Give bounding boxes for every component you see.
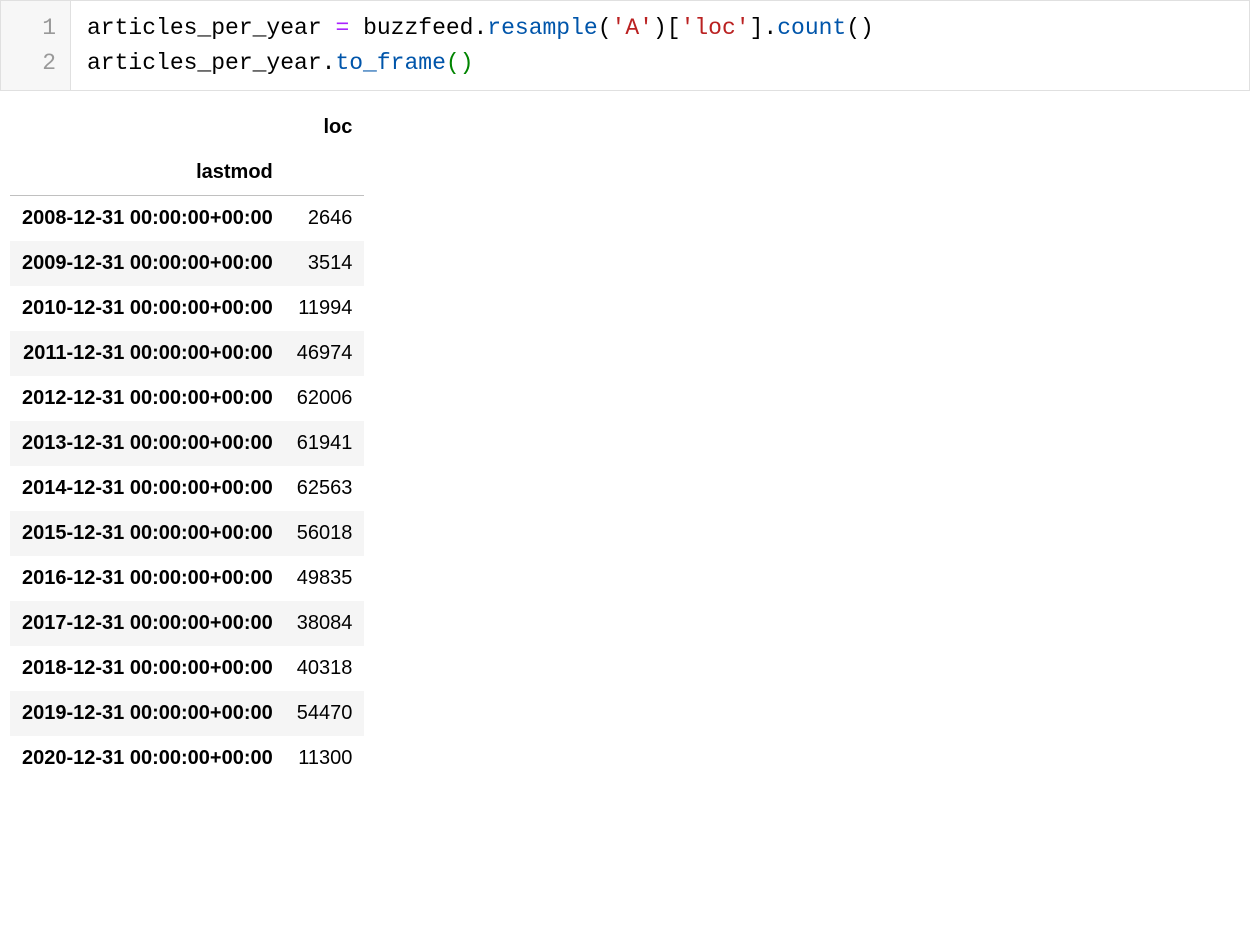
row-value: 62006 <box>285 376 365 421</box>
row-value: 38084 <box>285 601 365 646</box>
dataframe-table: loc lastmod 2008-12-31 00:00:00+00:00264… <box>10 105 364 781</box>
table-row: 2016-12-31 00:00:00+00:0049835 <box>10 556 364 601</box>
token-dot: . <box>322 50 336 76</box>
token-dot: . <box>473 15 487 41</box>
table-row: 2019-12-31 00:00:00+00:0054470 <box>10 691 364 736</box>
table-row: 2011-12-31 00:00:00+00:0046974 <box>10 331 364 376</box>
code-line-2: articles_per_year.to_frame() <box>87 50 474 76</box>
token-bracket-close: ] <box>750 15 764 41</box>
row-value: 61941 <box>285 421 365 466</box>
row-value: 3514 <box>285 241 365 286</box>
row-value: 62563 <box>285 466 365 511</box>
row-value: 40318 <box>285 646 365 691</box>
table-row: 2015-12-31 00:00:00+00:0056018 <box>10 511 364 556</box>
table-row: 2017-12-31 00:00:00+00:0038084 <box>10 601 364 646</box>
row-value: 46974 <box>285 331 365 376</box>
row-value: 56018 <box>285 511 365 556</box>
row-value: 49835 <box>285 556 365 601</box>
table-body: 2008-12-31 00:00:00+00:0026462009-12-31 … <box>10 196 364 782</box>
table-row: 2008-12-31 00:00:00+00:002646 <box>10 196 364 242</box>
row-index: 2013-12-31 00:00:00+00:00 <box>10 421 285 466</box>
token-assign: = <box>322 15 363 41</box>
gutter-line-2: 2 <box>19 46 56 81</box>
token-method-resample: resample <box>487 15 597 41</box>
table-row: 2014-12-31 00:00:00+00:0062563 <box>10 466 364 511</box>
token-paren-close: ) <box>460 50 474 76</box>
token-string: 'A' <box>612 15 653 41</box>
code-line-1: articles_per_year = buzzfeed.resample('A… <box>87 15 874 41</box>
row-index: 2017-12-31 00:00:00+00:00 <box>10 601 285 646</box>
token-paren-open: ( <box>446 50 460 76</box>
code-cell: 1 2 articles_per_year = buzzfeed.resampl… <box>0 0 1250 91</box>
token-paren-open: ( <box>846 15 860 41</box>
index-name-header: lastmod <box>10 150 285 196</box>
table-row: 2020-12-31 00:00:00+00:0011300 <box>10 736 364 781</box>
table-row: 2013-12-31 00:00:00+00:0061941 <box>10 421 364 466</box>
token-bracket-open: [ <box>667 15 681 41</box>
row-index: 2009-12-31 00:00:00+00:00 <box>10 241 285 286</box>
token-obj: buzzfeed <box>363 15 473 41</box>
row-index: 2019-12-31 00:00:00+00:00 <box>10 691 285 736</box>
token-string: 'loc' <box>681 15 750 41</box>
table-row: 2009-12-31 00:00:00+00:003514 <box>10 241 364 286</box>
token-var: articles_per_year <box>87 15 322 41</box>
token-dot: . <box>763 15 777 41</box>
row-index: 2014-12-31 00:00:00+00:00 <box>10 466 285 511</box>
token-paren-open: ( <box>598 15 612 41</box>
table-row: 2012-12-31 00:00:00+00:0062006 <box>10 376 364 421</box>
token-obj: articles_per_year <box>87 50 322 76</box>
table-row: 2018-12-31 00:00:00+00:0040318 <box>10 646 364 691</box>
row-index: 2016-12-31 00:00:00+00:00 <box>10 556 285 601</box>
row-index: 2010-12-31 00:00:00+00:00 <box>10 286 285 331</box>
row-value: 2646 <box>285 196 365 242</box>
output-area: loc lastmod 2008-12-31 00:00:00+00:00264… <box>0 99 1250 785</box>
token-method-count: count <box>777 15 846 41</box>
row-value: 54470 <box>285 691 365 736</box>
table-head: loc lastmod <box>10 105 364 196</box>
row-index: 2015-12-31 00:00:00+00:00 <box>10 511 285 556</box>
row-index: 2011-12-31 00:00:00+00:00 <box>10 331 285 376</box>
row-index: 2018-12-31 00:00:00+00:00 <box>10 646 285 691</box>
code-gutter: 1 2 <box>1 1 71 90</box>
row-index: 2012-12-31 00:00:00+00:00 <box>10 376 285 421</box>
code-editor[interactable]: articles_per_year = buzzfeed.resample('A… <box>71 1 1249 90</box>
token-paren-close: ) <box>653 15 667 41</box>
row-index: 2020-12-31 00:00:00+00:00 <box>10 736 285 781</box>
token-method-toframe: to_frame <box>335 50 445 76</box>
row-value: 11994 <box>285 286 365 331</box>
row-value: 11300 <box>285 736 365 781</box>
row-index: 2008-12-31 00:00:00+00:00 <box>10 196 285 242</box>
token-paren-close: ) <box>860 15 874 41</box>
header-empty-cell <box>10 105 285 150</box>
gutter-line-1: 1 <box>19 11 56 46</box>
table-row: 2010-12-31 00:00:00+00:0011994 <box>10 286 364 331</box>
column-header-loc: loc <box>285 105 365 150</box>
header-empty-cell <box>285 150 365 196</box>
